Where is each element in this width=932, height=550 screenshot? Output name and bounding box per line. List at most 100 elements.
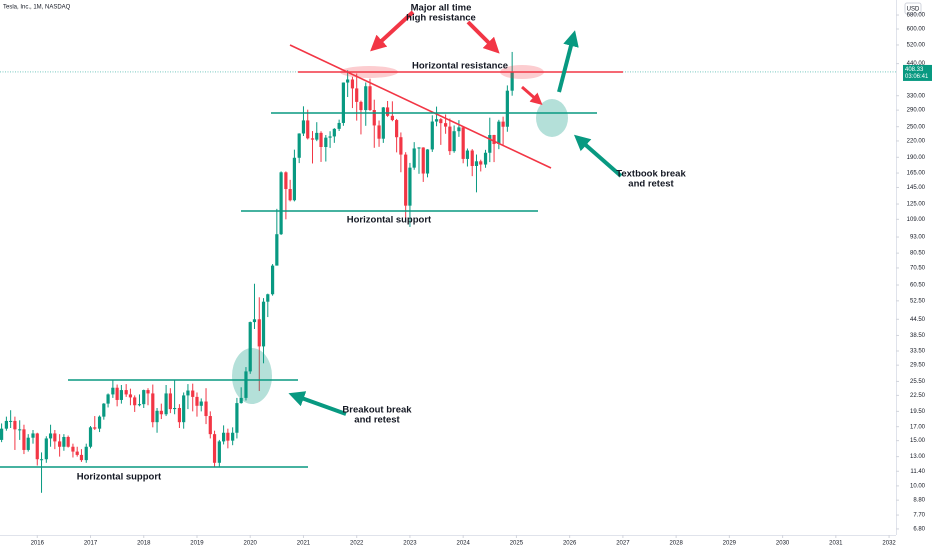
candle-body <box>270 265 275 295</box>
candle-body <box>412 148 416 168</box>
y-tick-label: 60.50 <box>910 283 926 289</box>
candle-body <box>346 79 350 83</box>
y-tick-label: 330.00 <box>907 93 926 99</box>
candle-body <box>84 446 88 461</box>
candle-body <box>168 393 172 410</box>
candle-body <box>124 390 128 395</box>
y-tick-label: 25.50 <box>910 379 926 385</box>
y-tick-label: 520.00 <box>907 43 926 49</box>
candle-body <box>35 433 39 460</box>
annotation: and retest <box>354 415 400 426</box>
candle-body <box>324 137 328 147</box>
candle-body <box>62 436 66 447</box>
x-tick-label: 2022 <box>350 541 364 547</box>
candle-body <box>75 451 79 455</box>
candle-body <box>328 136 332 138</box>
candles <box>0 51 896 493</box>
arrow <box>288 391 347 416</box>
y-tick-label: 29.50 <box>910 363 926 369</box>
candle-body <box>310 138 315 140</box>
candle-body <box>350 79 355 89</box>
drawings: Major all time high resistance Horizonta… <box>0 3 686 483</box>
candle-body <box>284 172 288 190</box>
candle-body <box>102 403 106 417</box>
candle-body <box>315 132 319 140</box>
price-label-box <box>903 64 932 81</box>
candle-body <box>93 427 97 429</box>
y-tick-label: 22.50 <box>910 393 926 399</box>
x-tick-label: 2019 <box>190 541 204 547</box>
candle-body <box>501 121 505 127</box>
candle-body <box>364 86 368 111</box>
arrow <box>370 10 415 52</box>
candle-body <box>444 123 448 127</box>
y-tick-label: 8.80 <box>913 498 925 504</box>
candle-body <box>279 172 283 235</box>
candle-body <box>204 401 208 417</box>
candle-body <box>151 393 155 423</box>
candle-body <box>359 101 363 111</box>
candle-body <box>483 152 488 165</box>
candle-body <box>13 420 17 430</box>
candle-body <box>505 90 509 127</box>
candle-body <box>146 390 150 394</box>
x-tick-label: 2026 <box>563 541 577 547</box>
candle-body <box>186 390 190 396</box>
annotation: Horizontal resistance <box>412 61 508 72</box>
candle-body <box>31 433 35 438</box>
candle-body <box>341 82 345 123</box>
candle-body <box>53 433 57 442</box>
currency-box[interactable] <box>904 2 922 15</box>
x-tick-label: 2029 <box>723 541 737 547</box>
y-tick-label: 70.50 <box>910 266 926 272</box>
candle-body <box>0 428 4 440</box>
highlight <box>536 99 568 137</box>
candle-body <box>355 88 359 102</box>
y-tick-label: 11.40 <box>910 469 925 475</box>
candle-body <box>22 429 26 450</box>
candle-body <box>461 127 465 159</box>
annotation: high resistance <box>406 13 476 24</box>
price-label: 408.33 <box>905 67 924 73</box>
y-tick-label: 6.80 <box>913 527 925 533</box>
candle-body <box>208 416 212 435</box>
candle-body <box>448 126 452 152</box>
candle-body <box>368 86 372 111</box>
candle-body <box>439 119 443 124</box>
candle-body <box>425 149 430 174</box>
y-tick-label: 290.00 <box>907 108 926 114</box>
y-tick-label: 440.00 <box>907 61 926 67</box>
candle-body <box>244 371 248 398</box>
x-tick-label: 2020 <box>244 541 258 547</box>
candle-body <box>337 122 341 129</box>
candle-body <box>452 131 456 152</box>
candle-body <box>399 137 403 155</box>
candle-body <box>408 167 412 206</box>
arrow <box>557 30 579 93</box>
candle-body <box>421 147 425 174</box>
candle-body <box>488 134 492 153</box>
candle-body <box>39 459 44 461</box>
candle-body <box>115 387 119 400</box>
candle-body <box>297 133 301 158</box>
candle-body <box>137 404 142 406</box>
y-tick-label: 33.50 <box>910 349 926 355</box>
candle-body <box>26 437 30 450</box>
candle-body <box>128 394 133 398</box>
x-tick-label: 2031 <box>829 541 843 547</box>
trend-line <box>289 44 552 169</box>
candle-body <box>372 110 376 126</box>
y-tick-label: 7.70 <box>913 513 925 519</box>
candle-body <box>226 432 230 441</box>
y-tick-label: 15.00 <box>910 438 926 444</box>
candle-body <box>44 438 48 460</box>
y-tick-label: 17.00 <box>910 424 926 430</box>
annotation: Breakout break <box>342 405 412 416</box>
candle-body <box>199 401 203 406</box>
x-tick-label: 2024 <box>456 541 470 547</box>
candle-body <box>79 454 84 461</box>
candle-body <box>457 127 461 132</box>
highlight <box>232 348 272 404</box>
candle-body <box>71 446 75 452</box>
candle-body <box>510 71 514 91</box>
